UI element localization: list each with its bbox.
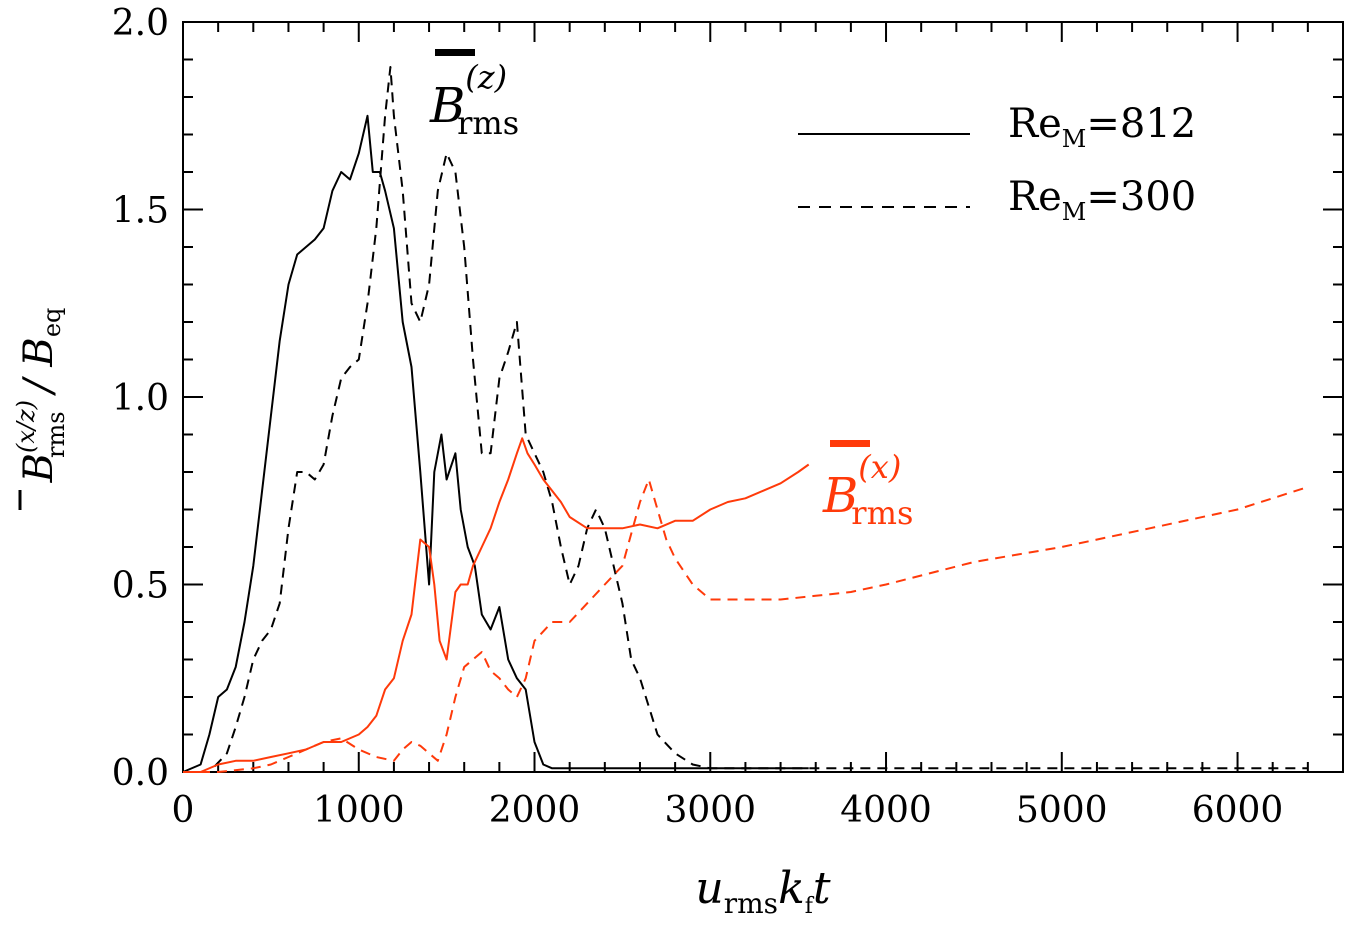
y-tick-label: 2.0: [112, 3, 169, 44]
y-axis-label: B(x/z)rms / Beq: [12, 308, 70, 510]
annotation-bx: B(x) rms: [822, 440, 913, 532]
legend-label-300: ReM=300: [1008, 174, 1196, 226]
series-z-rem300-line: [183, 66, 1308, 773]
legend: ReM=812 ReM=300: [798, 101, 1196, 226]
x-tick-label: 6000: [1192, 790, 1284, 831]
annotation-bz: B(z) rms: [429, 49, 519, 142]
x-tick-label: 1000: [313, 790, 405, 831]
x-tick-label: 5000: [1016, 790, 1108, 831]
axis-tick-labels: 0 1000 2000 3000 4000 5000 6000 0.0 0.5 1.0 1.5 2.0: [112, 3, 1284, 831]
series-z-rem812-line: [182, 114, 809, 773]
x-tick-label: 2000: [489, 790, 581, 831]
y-tick-label: 1.0: [112, 378, 169, 419]
series-x-rem300-line: [183, 478, 1309, 773]
y-tick-label: 0.5: [112, 566, 169, 607]
x-tick-label: 3000: [664, 790, 756, 831]
x-tick-label: 4000: [840, 790, 932, 831]
svg-text:B(z)rms: B(z) rms: [429, 58, 519, 142]
svg-text:B(x/z)rms / Beq: B(x/z)rms / Beq: [12, 308, 70, 484]
legend-label-812: ReM=812: [1008, 101, 1196, 153]
series-layer: [182, 66, 1309, 773]
svg-text:B(x)rms: B(x) rms: [822, 448, 913, 532]
x-tick-label: 0: [172, 790, 195, 831]
y-tick-label: 1.5: [112, 191, 169, 232]
y-tick-label: 0.0: [112, 753, 169, 794]
axis-ticks: [182, 21, 1343, 773]
series-x-rem812-line: [183, 437, 810, 773]
x-axis-label: urmskft: [695, 863, 830, 920]
